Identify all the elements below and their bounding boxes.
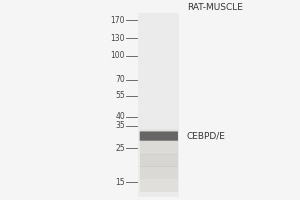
Text: 130: 130 [110,34,125,43]
Text: CEBPD/E: CEBPD/E [187,132,226,141]
Bar [140,129,178,142]
Bar [140,166,178,179]
Text: 35: 35 [115,121,125,130]
Text: 15: 15 [115,178,125,187]
Text: 40: 40 [115,112,125,121]
Bar [140,179,178,192]
FancyBboxPatch shape [140,131,178,141]
Text: RAT-MUSCLE: RAT-MUSCLE [187,3,243,12]
Text: 100: 100 [110,51,125,60]
Bar [140,141,178,155]
Text: 70: 70 [115,75,125,84]
Text: 25: 25 [115,144,125,153]
Bar [138,13,179,197]
Bar [140,154,178,167]
Text: 170: 170 [110,16,125,25]
Text: 55: 55 [115,91,125,100]
